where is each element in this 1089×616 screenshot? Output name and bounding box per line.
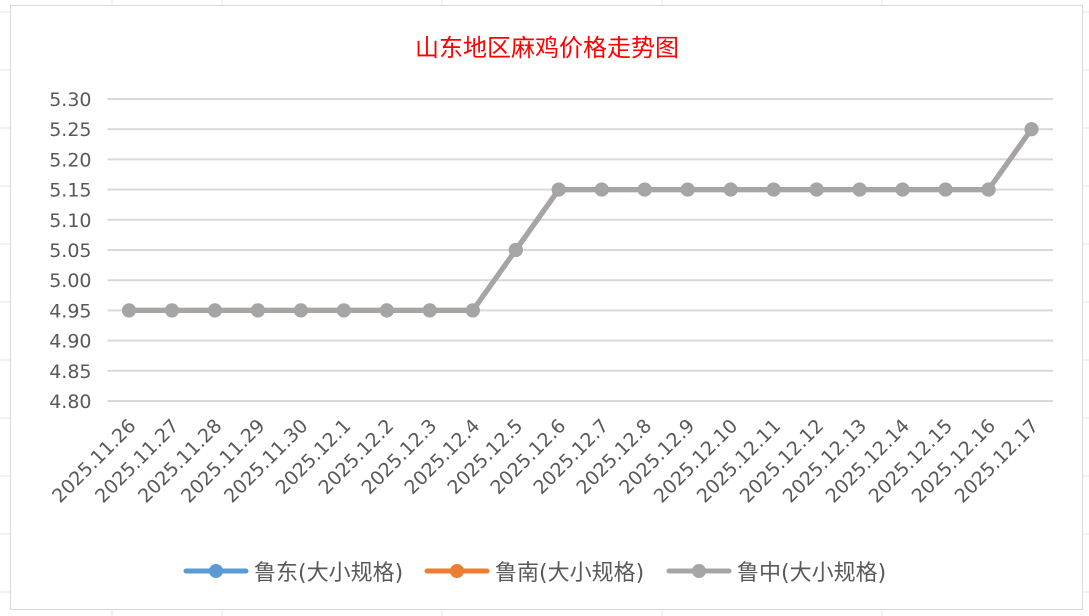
legend-label: 鲁南(大小规格) xyxy=(495,561,644,586)
data-point xyxy=(1024,122,1039,137)
data-point xyxy=(508,243,523,257)
y-tick-label: 4.85 xyxy=(49,361,91,383)
y-tick-label: 5.10 xyxy=(49,210,91,232)
y-tick-label: 5.00 xyxy=(49,270,91,292)
data-point xyxy=(164,303,179,318)
data-point xyxy=(895,182,910,197)
series-line xyxy=(128,127,1034,313)
data-point xyxy=(207,303,222,318)
y-tick-label: 4.80 xyxy=(49,391,91,413)
y-tick-label: 5.25 xyxy=(49,119,91,141)
line-chart: 山东地区麻鸡价格走势图 4.80 4.85 4.90 4.95 5.00 5.05 5.10 5… xyxy=(48,34,1053,586)
data-point xyxy=(809,182,824,197)
data-point xyxy=(551,182,566,197)
data-point xyxy=(594,182,609,197)
data-point xyxy=(121,303,136,318)
y-tick-label: 4.90 xyxy=(49,331,91,353)
data-point xyxy=(422,303,437,318)
data-point xyxy=(336,303,351,318)
legend-marker xyxy=(209,564,223,578)
data-point xyxy=(981,182,996,197)
data-point xyxy=(938,182,953,197)
data-point xyxy=(637,182,652,197)
y-tick-label: 5.15 xyxy=(49,180,91,202)
legend-label: 鲁东(大小规格) xyxy=(254,561,403,586)
legend-label: 鲁中(大小规格) xyxy=(737,561,886,586)
data-point xyxy=(680,182,695,197)
y-tick-label: 5.20 xyxy=(49,149,91,171)
legend-marker xyxy=(450,564,464,578)
data-point xyxy=(852,182,867,197)
data-point xyxy=(379,303,394,318)
y-tick-label: 5.30 xyxy=(49,89,91,111)
y-tick-label: 5.05 xyxy=(49,240,91,262)
chart-area[interactable]: 山东地区麻鸡价格走势图 4.80 4.85 4.90 4.95 5.00 5.05 5.10 5… xyxy=(10,5,1083,610)
data-point xyxy=(293,303,308,318)
legend-marker xyxy=(692,564,706,578)
y-tick-label: 4.95 xyxy=(49,300,91,322)
data-point xyxy=(465,303,480,318)
data-point xyxy=(250,303,265,318)
chart-title: 山东地区麻鸡价格走势图 xyxy=(415,34,679,62)
data-point xyxy=(723,182,738,197)
data-point xyxy=(766,182,781,197)
